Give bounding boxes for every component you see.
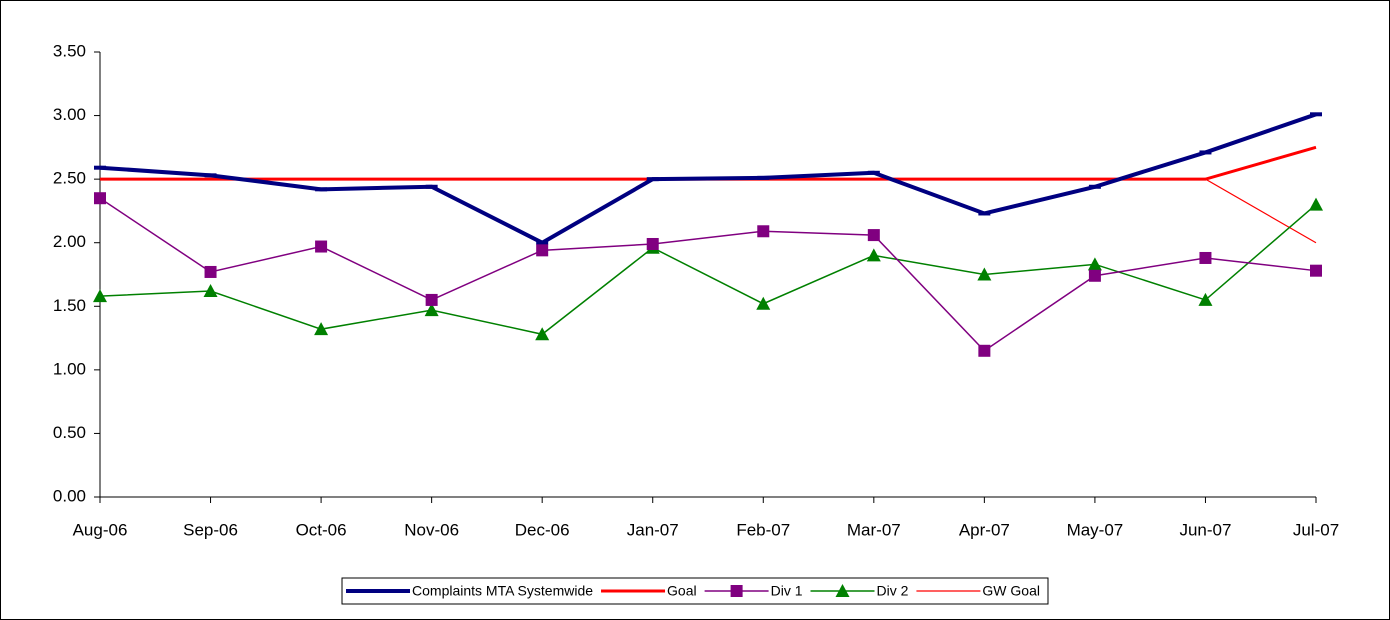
series-line — [99, 197, 1317, 352]
marker — [867, 229, 880, 242]
marker — [315, 240, 328, 253]
series-line — [99, 204, 1317, 336]
x-tick-label: Mar-07 — [847, 520, 901, 539]
legend: Complaints MTA Systemwide Goal Div 1 Div 2 G… — [341, 577, 1049, 605]
x-tick-label: Aug-06 — [73, 520, 128, 539]
y-tick-label: 3.50 — [53, 41, 86, 60]
x-tick-label: May-07 — [1067, 520, 1124, 539]
marker — [425, 293, 438, 306]
marker — [1198, 292, 1213, 306]
x-tick-label: Jul-07 — [1293, 520, 1339, 539]
legend-item: Goal — [601, 583, 697, 599]
marker — [730, 585, 743, 597]
marker — [203, 284, 218, 298]
y-tick-label: 3.00 — [53, 105, 86, 124]
legend-item: Div 1 — [704, 583, 803, 599]
y-tick-label: 2.00 — [53, 232, 86, 251]
y-tick-label: 2.50 — [53, 169, 86, 188]
legend-label: Div 2 — [877, 583, 909, 599]
marker — [866, 248, 881, 262]
marker — [204, 265, 217, 278]
marker — [535, 327, 550, 341]
marker — [1088, 269, 1101, 282]
y-tick-label: 1.00 — [53, 359, 86, 378]
y-tick-label: 0.50 — [53, 423, 86, 442]
x-tick-label: Apr-07 — [959, 520, 1010, 539]
legend-label: Div 1 — [771, 583, 803, 599]
marker — [757, 225, 770, 238]
legend-label: Complaints MTA Systemwide — [412, 583, 593, 599]
x-tick-label: Jun-07 — [1179, 520, 1231, 539]
marker — [424, 303, 439, 317]
marker — [1310, 264, 1322, 277]
x-tick-label: Sep-06 — [183, 520, 238, 539]
marker — [1309, 197, 1323, 211]
legend-item: Div 2 — [810, 583, 909, 599]
legend-item: GW Goal — [916, 583, 1040, 599]
legend-item: Complaints MTA Systemwide — [346, 583, 593, 599]
marker — [1087, 257, 1102, 271]
x-tick-label: Feb-07 — [736, 520, 790, 539]
marker — [978, 344, 991, 357]
marker — [646, 237, 659, 250]
x-tick-label: Oct-06 — [296, 520, 347, 539]
marker — [977, 267, 992, 281]
x-tick-label: Dec-06 — [515, 520, 570, 539]
marker — [756, 296, 771, 310]
marker — [835, 584, 850, 597]
legend-label: Goal — [667, 583, 697, 599]
y-tick-label: 1.50 — [53, 296, 86, 315]
marker — [1199, 251, 1212, 264]
marker — [93, 289, 107, 303]
marker — [94, 192, 106, 205]
series-line — [99, 112, 1317, 245]
x-tick-label: Jan-07 — [627, 520, 679, 539]
legend-label: GW Goal — [982, 583, 1040, 599]
marker — [314, 322, 329, 336]
y-tick-label: 0.00 — [53, 486, 86, 505]
marker — [536, 244, 549, 257]
x-tick-label: Nov-06 — [404, 520, 459, 539]
